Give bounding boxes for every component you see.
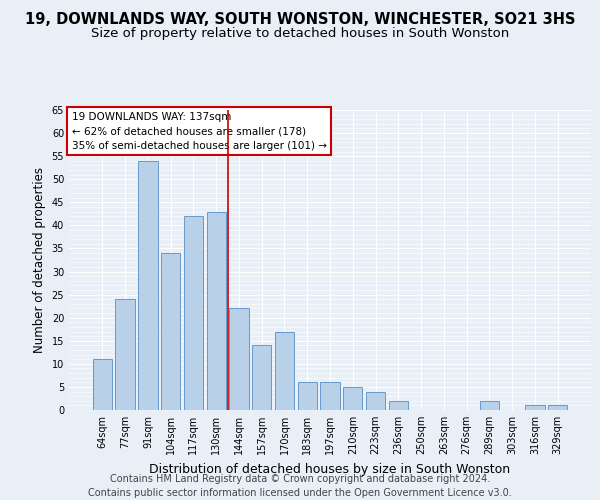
Bar [184, 216, 203, 410]
Bar [479, 401, 499, 410]
Bar [252, 346, 271, 410]
Bar [206, 212, 226, 410]
Bar [343, 387, 362, 410]
Bar [298, 382, 317, 410]
Bar [389, 401, 408, 410]
Bar [525, 406, 545, 410]
Bar [93, 359, 112, 410]
Bar [275, 332, 294, 410]
Bar [320, 382, 340, 410]
Text: Size of property relative to detached houses in South Wonston: Size of property relative to detached ho… [91, 28, 509, 40]
Bar [548, 406, 567, 410]
X-axis label: Distribution of detached houses by size in South Wonston: Distribution of detached houses by size … [149, 462, 511, 475]
Text: Contains HM Land Registry data © Crown copyright and database right 2024.
Contai: Contains HM Land Registry data © Crown c… [88, 474, 512, 498]
Y-axis label: Number of detached properties: Number of detached properties [33, 167, 46, 353]
Text: 19, DOWNLANDS WAY, SOUTH WONSTON, WINCHESTER, SO21 3HS: 19, DOWNLANDS WAY, SOUTH WONSTON, WINCHE… [25, 12, 575, 28]
Bar [229, 308, 248, 410]
Bar [366, 392, 385, 410]
Bar [115, 299, 135, 410]
Text: 19 DOWNLANDS WAY: 137sqm
← 62% of detached houses are smaller (178)
35% of semi-: 19 DOWNLANDS WAY: 137sqm ← 62% of detach… [71, 112, 326, 151]
Bar [138, 161, 158, 410]
Bar [161, 253, 181, 410]
